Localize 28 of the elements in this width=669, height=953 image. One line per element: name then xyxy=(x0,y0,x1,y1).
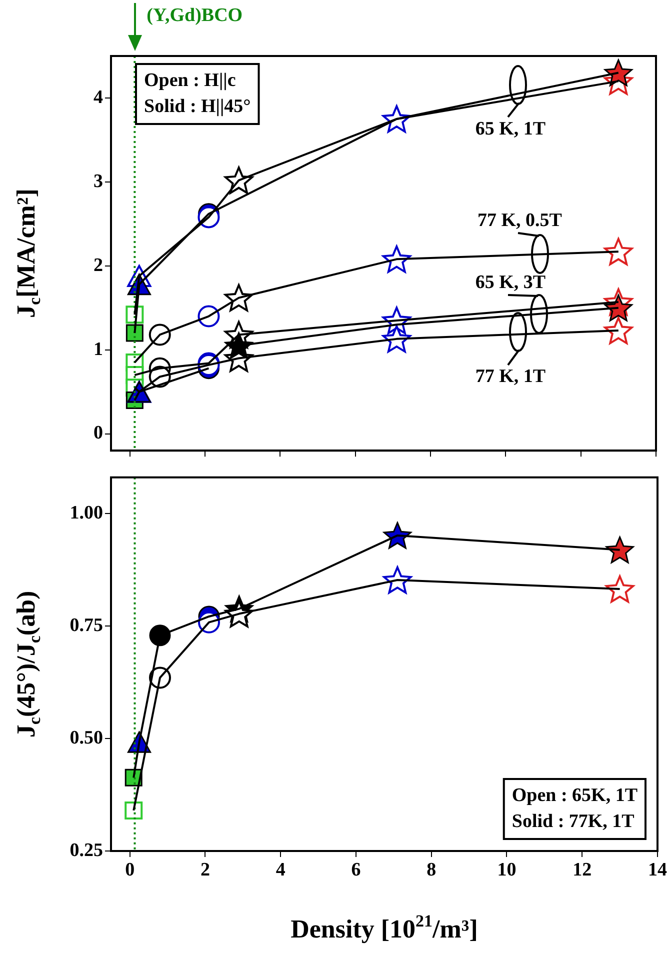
y-tick-label: 0.25 xyxy=(70,840,103,861)
x-tick-label: 0 xyxy=(125,859,135,880)
y-tick-label: 2 xyxy=(94,254,103,276)
annotation: 77 K, 1T xyxy=(475,366,546,388)
y-tick-label: 0 xyxy=(94,422,103,444)
annotation: Open : 65K, 1T xyxy=(512,784,638,806)
annotation: Open : H||c xyxy=(144,70,236,91)
y-axis-title: Jc(45°)/Jc(ab) xyxy=(12,590,44,738)
x-tick-label: 10 xyxy=(497,859,516,880)
y-axis-title: Jc[MA/cm²] xyxy=(12,188,44,318)
annotation: 65 K, 1T xyxy=(475,118,546,140)
y-tick-label: 0.50 xyxy=(70,727,103,748)
y-tick-label: 4 xyxy=(94,86,104,108)
annotation: 77 K, 0.5T xyxy=(478,210,562,232)
x-tick-label: 12 xyxy=(572,859,592,880)
x-tick-label: 4 xyxy=(276,859,286,880)
y-tick-label: 0.75 xyxy=(70,614,103,636)
y-tick-label: 1 xyxy=(94,338,103,360)
x-tick-label: 6 xyxy=(351,859,361,880)
legend-label: (Y,Gd)BCO xyxy=(146,4,243,26)
annotation: 65 K, 3T xyxy=(475,272,546,294)
annotation: Solid : 77K, 1T xyxy=(512,810,635,832)
x-tick-label: 8 xyxy=(426,859,436,880)
y-tick-label: 3 xyxy=(94,170,103,192)
annotation: Solid : H||45° xyxy=(144,96,251,117)
y-tick-label: 1.00 xyxy=(70,502,103,524)
x-tick-label: 14 xyxy=(648,859,668,880)
x-tick-label: 2 xyxy=(200,859,210,880)
